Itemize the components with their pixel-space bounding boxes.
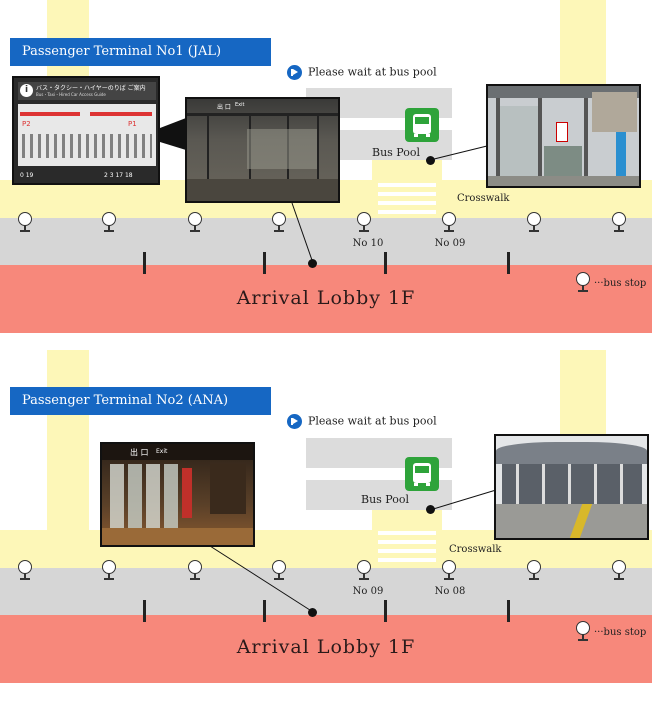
info-play-icon <box>287 414 302 429</box>
crosswalk-label: Crosswalk <box>449 544 502 555</box>
wait-notice-text: Please wait at bus pool <box>308 65 437 79</box>
bus-stop-icon <box>102 560 116 580</box>
arrival-lobby <box>0 265 652 333</box>
legend: ···bus stop <box>594 627 647 638</box>
exit-door-photo: 出 口 Exit <box>100 442 255 547</box>
bus-stop-icon <box>188 212 202 232</box>
door-exit-label: 出 口 <box>217 104 231 111</box>
location-dot <box>426 156 435 165</box>
stop-label: No 09 <box>352 586 384 597</box>
bus-pool-label: Bus Pool <box>372 146 421 159</box>
lane-divider <box>263 600 266 622</box>
bus-stop-icon <box>527 560 541 580</box>
wait-notice: Please wait at bus pool <box>287 414 437 429</box>
legend-label: bus stop <box>603 278 647 289</box>
legend-label: bus stop <box>603 627 647 638</box>
bus-pool-shelter-photo <box>486 84 641 188</box>
terminal-exterior-photo <box>494 434 649 540</box>
sign-header: バス・タクシー・ハイヤーのりば ご案内 <box>36 85 146 92</box>
stop-label: No 09 <box>434 238 466 249</box>
lane-divider <box>384 600 387 622</box>
lane-divider <box>143 252 146 274</box>
stop-label: No 08 <box>434 586 466 597</box>
bus-stop-icon <box>576 272 590 292</box>
terminal-title: Passenger Terminal No2 (ANA) <box>10 387 271 415</box>
sign-subheader: Bus・Taxi・Hired Car Access Guide <box>36 92 106 97</box>
wait-notice: Please wait at bus pool <box>287 65 437 80</box>
bus-icon <box>405 457 439 491</box>
bus-stop-icon <box>357 560 371 580</box>
bus-stop-icon <box>442 212 456 232</box>
bus-stop-icon <box>18 212 32 232</box>
legend: ···bus stop <box>594 278 647 289</box>
bus-lane <box>0 218 652 265</box>
bus-icon <box>405 108 439 142</box>
bus-lane <box>0 568 652 615</box>
bus-stop-icon <box>272 560 286 580</box>
door-exit-en-label: Exit <box>156 448 168 455</box>
lane-divider <box>507 252 510 274</box>
terminal-title: Passenger Terminal No1 (JAL) <box>10 38 271 66</box>
location-dot <box>426 505 435 514</box>
wait-notice-text: Please wait at bus pool <box>308 414 437 428</box>
road-vertical-left <box>47 350 89 540</box>
arrival-lobby-label: Arrival Lobby 1F <box>236 636 416 658</box>
lane-divider <box>384 252 387 274</box>
bus-stop-icon <box>357 212 371 232</box>
crosswalk-label: Crosswalk <box>457 193 510 204</box>
lane-divider <box>143 600 146 622</box>
terminal-sign-photo: i バス・タクシー・ハイヤーのりば ご案内 Bus・Taxi・Hired Car… <box>12 76 160 185</box>
bus-stop-icon <box>612 212 626 232</box>
exit-door-photo: 出 口 Exit <box>185 97 340 203</box>
bus-stop-icon <box>576 621 590 641</box>
bus-stop-icon <box>188 560 202 580</box>
door-exit-en-label: Exit <box>235 102 245 108</box>
sign-p1: P1 <box>128 120 137 128</box>
lane-divider <box>507 600 510 622</box>
crosswalk-area <box>372 510 442 540</box>
bus-pool-label: Bus Pool <box>361 493 410 506</box>
door-exit-label: 出 口 <box>130 448 149 457</box>
crosswalk-stripes <box>378 183 436 219</box>
arrival-lobby <box>0 615 652 683</box>
bus-stop-icon <box>612 560 626 580</box>
info-play-icon <box>287 65 302 80</box>
bus-stop-icon <box>272 212 286 232</box>
bus-stop-icon <box>442 560 456 580</box>
sign-numbers-right: 2 3 17 18 <box>104 172 133 179</box>
bus-stop-icon <box>18 560 32 580</box>
arrival-lobby-label: Arrival Lobby 1F <box>236 287 416 309</box>
sign-numbers-left: 0 19 <box>20 172 34 179</box>
location-dot <box>308 259 317 268</box>
info-icon: i <box>20 84 33 97</box>
sign-p2: P2 <box>22 120 31 128</box>
bus-stop-icon <box>527 212 541 232</box>
lane-divider <box>263 252 266 274</box>
bus-stop-icon <box>102 212 116 232</box>
location-dot <box>308 608 317 617</box>
terminal-2-map: Arrival Lobby 1F Crosswalk Passenger Ter… <box>0 350 652 685</box>
stop-label: No 10 <box>352 238 384 249</box>
terminal-1-map: Arrival Lobby 1F Crosswalk Passenger Ter… <box>0 0 652 335</box>
crosswalk-stripes <box>378 531 436 567</box>
